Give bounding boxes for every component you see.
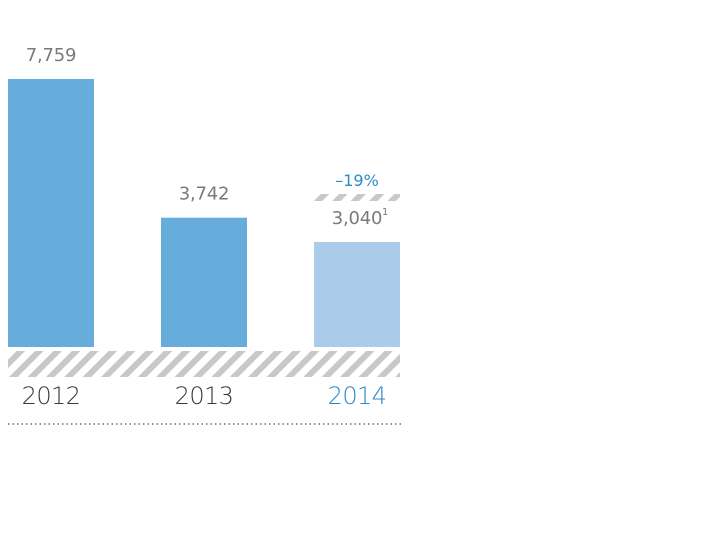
bar-2013 bbox=[161, 217, 247, 347]
baseline-hatch-band bbox=[8, 351, 400, 377]
footnote-mark-2014: 1 bbox=[382, 207, 388, 218]
category-label-2013: 2013 bbox=[175, 382, 234, 410]
bar-2014 bbox=[314, 242, 400, 347]
change-annotation: –19% bbox=[335, 171, 379, 190]
value-label-2012: 7,759 bbox=[26, 45, 77, 66]
value-label-2013: 3,742 bbox=[179, 184, 230, 205]
category-label-2012: 2012 bbox=[22, 382, 81, 410]
value-label-2014: 3,040 bbox=[332, 208, 383, 229]
labels-layer: 7,759 2012 3,742 2013 3,040 1 2014 –19% bbox=[22, 45, 389, 410]
bar-2012 bbox=[8, 79, 94, 347]
category-label-2014: 2014 bbox=[328, 382, 387, 410]
bars-layer bbox=[8, 79, 402, 425]
change-hatch-band bbox=[314, 194, 400, 201]
